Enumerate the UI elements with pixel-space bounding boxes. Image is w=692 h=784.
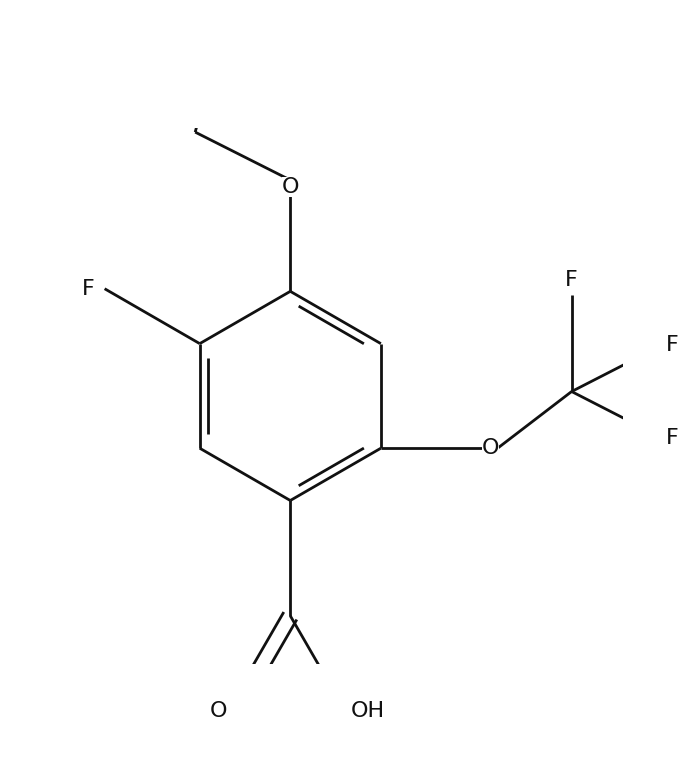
Text: O: O (210, 701, 228, 721)
Text: F: F (666, 427, 679, 448)
Text: F: F (82, 279, 95, 299)
Text: OH: OH (351, 701, 385, 721)
Text: F: F (666, 336, 679, 355)
Text: O: O (482, 438, 500, 458)
Text: F: F (565, 270, 578, 289)
Text: O: O (282, 177, 299, 197)
